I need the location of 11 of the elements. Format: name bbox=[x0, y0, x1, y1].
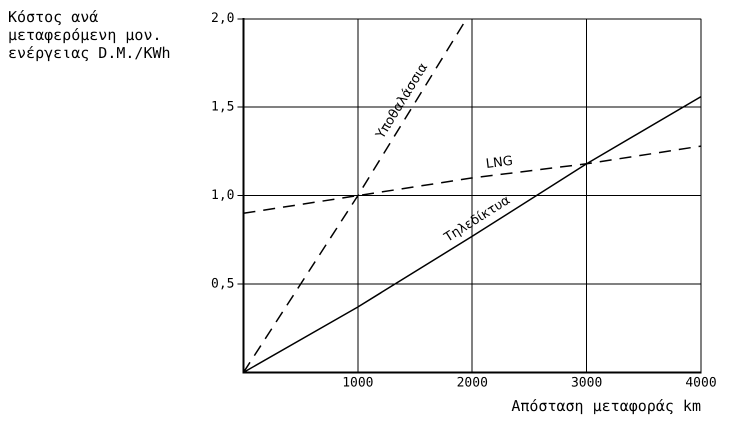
y-axis-title: Κόστος ανά μεταφερόμενη μον. ενέργειας D.M./KWh bbox=[8, 8, 172, 62]
x-tick-label: 2000 bbox=[456, 376, 488, 391]
x-tick-label: 3000 bbox=[570, 376, 602, 391]
x-axis-title: Απόσταση μεταφοράς km bbox=[511, 396, 701, 415]
y-tick-label: 0,5 bbox=[210, 276, 234, 292]
x-tick-label: 1000 bbox=[342, 376, 374, 391]
y-tick-label: 2,0 bbox=[210, 11, 234, 26]
y-tick-label: 1,5 bbox=[210, 100, 234, 115]
x-tick-label: 4000 bbox=[685, 376, 717, 391]
text: LNG bbox=[485, 154, 514, 172]
y-tick-label: 1,0 bbox=[210, 188, 234, 203]
